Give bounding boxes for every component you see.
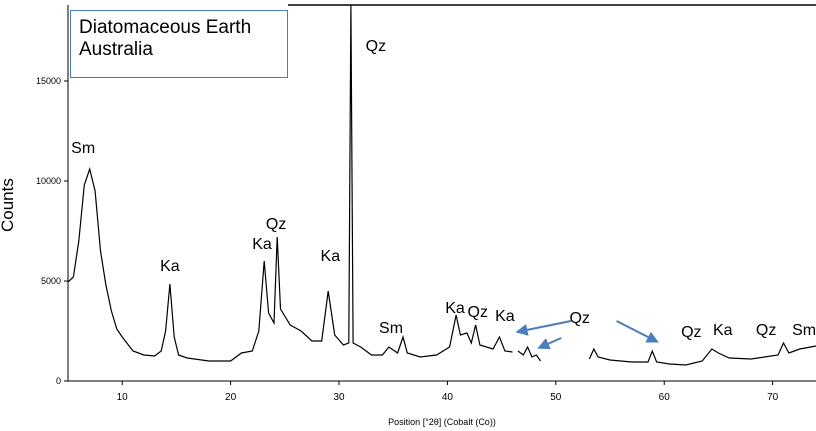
x-ticks: 10 20 30 40 50 60 70 xyxy=(117,381,779,403)
phase-label: Qz xyxy=(266,216,286,233)
phase-label: Sm xyxy=(792,322,816,339)
x-tick-label: 20 xyxy=(225,392,237,403)
diffraction-line xyxy=(589,343,816,365)
phase-label: Sm xyxy=(379,320,403,337)
y-tick-label: 15000 xyxy=(36,76,61,86)
phase-label: Ka xyxy=(252,236,272,253)
sample-label-line2: Australia xyxy=(79,39,279,61)
y-ticks: 0 5000 10000 15000 xyxy=(36,76,68,386)
x-tick-label: 70 xyxy=(767,392,779,403)
x-tick-label: 10 xyxy=(117,392,129,403)
phase-label: Qz xyxy=(569,310,589,327)
y-tick-label: 10000 xyxy=(36,176,61,186)
x-tick-label: 30 xyxy=(333,392,345,403)
x-axis-label: Position [°2θ] (Cobalt (Co)) xyxy=(388,417,496,427)
y-tick-label: 5000 xyxy=(41,276,61,286)
sample-label-line1: Diatomaceous Earth xyxy=(79,17,279,39)
phase-label: Ka xyxy=(160,258,180,275)
y-axis-label: Counts xyxy=(0,178,18,232)
sample-label-box: Diatomaceous Earth Australia xyxy=(70,10,288,78)
phase-label: Qz xyxy=(366,38,386,55)
phase-label: Ka xyxy=(713,322,733,339)
phase-label: Qz xyxy=(468,304,488,321)
phase-label: Ka xyxy=(321,248,341,265)
phase-label: Qz xyxy=(681,324,701,341)
y-tick-label: 0 xyxy=(56,376,61,386)
phase-label: Ka xyxy=(445,300,465,317)
phase-label: Ka xyxy=(495,308,515,325)
x-tick-label: 50 xyxy=(550,392,562,403)
x-tick-label: 60 xyxy=(659,392,671,403)
phase-label: Sm xyxy=(71,140,95,157)
annotation-arrow xyxy=(617,321,658,342)
diffraction-line xyxy=(518,347,541,361)
x-tick-label: 40 xyxy=(442,392,454,403)
phase-label: Qz xyxy=(756,322,776,339)
annotation-arrow xyxy=(538,338,561,348)
annotation-arrow xyxy=(517,321,571,332)
